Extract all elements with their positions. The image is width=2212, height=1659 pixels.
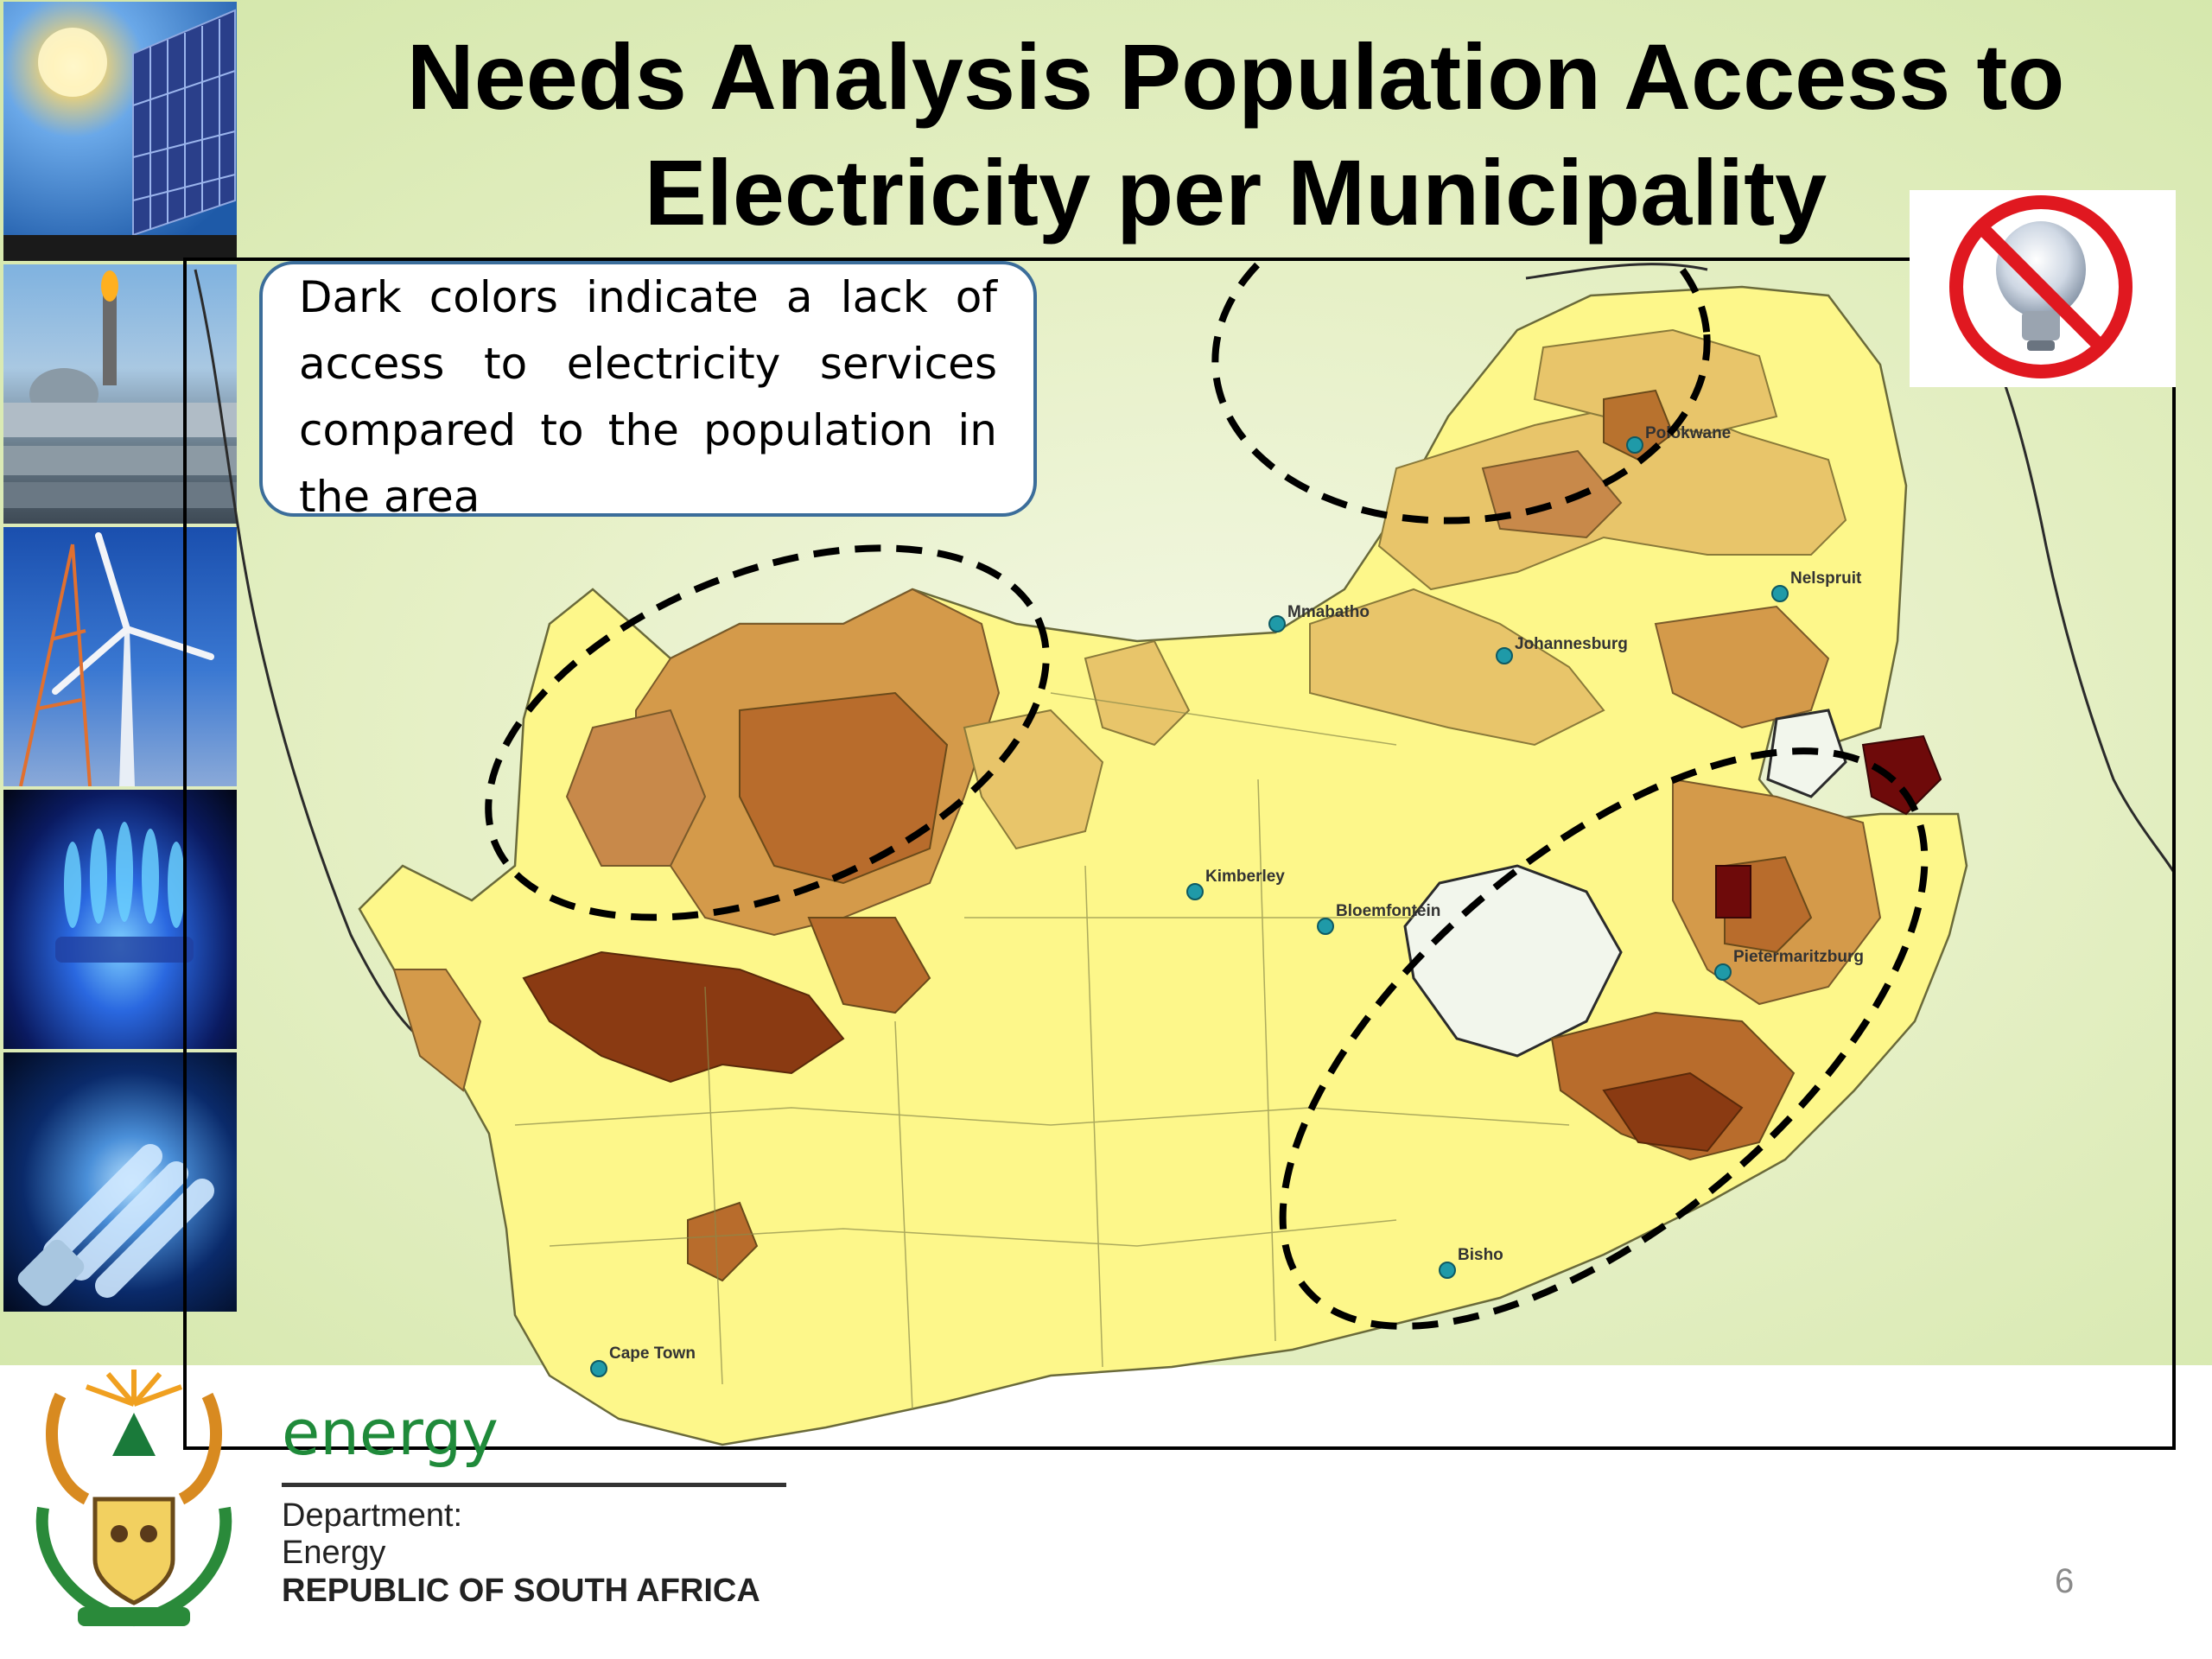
svg-text:Nelspruit: Nelspruit bbox=[1790, 569, 1862, 588]
svg-text:Pietermaritzburg: Pietermaritzburg bbox=[1733, 948, 1864, 966]
svg-text:Kimberley: Kimberley bbox=[1205, 868, 1285, 886]
city-polokwane: Polokwane bbox=[1626, 424, 1731, 454]
city-pietermaritzburg: Pietermaritzburg bbox=[1714, 948, 1864, 981]
gas-pipeline-image bbox=[3, 264, 237, 524]
footer-divider bbox=[282, 1483, 786, 1487]
callout-text: Dark colors indicate a lack of access to… bbox=[299, 272, 997, 522]
energy-image-strip bbox=[0, 0, 238, 1357]
highlight-ellipse-northern-cape bbox=[485, 544, 1050, 921]
gas-flame-image bbox=[3, 790, 237, 1049]
city-johannesburg: Johannesburg bbox=[1496, 635, 1628, 664]
svg-text:Bloemfontein: Bloemfontein bbox=[1336, 902, 1440, 920]
city-bisho: Bisho bbox=[1439, 1246, 1503, 1279]
wind-turbine-image bbox=[3, 527, 237, 787]
solar-panel-image bbox=[3, 2, 237, 261]
legend-callout: Dark colors indicate a lack of access to… bbox=[259, 261, 1037, 522]
svg-text:Johannesburg: Johannesburg bbox=[1515, 635, 1628, 653]
city-bloemfontein: Bloemfontein bbox=[1317, 902, 1440, 935]
south-africa-map: Polokwane Nelspruit Mmabatho Johannesbur… bbox=[194, 261, 2172, 1446]
city-cape-town: Cape Town bbox=[590, 1344, 696, 1377]
energy-brand: energy bbox=[282, 1396, 499, 1469]
svg-text:Bisho: Bisho bbox=[1458, 1246, 1503, 1264]
highlight-ellipse-eastern-cape-kzn bbox=[1279, 747, 1929, 1330]
no-lightbulb-icon bbox=[1910, 190, 2176, 387]
dept-label: Department: bbox=[282, 1497, 463, 1534]
dept-name: Energy bbox=[282, 1535, 386, 1571]
svg-text:Cape Town: Cape Town bbox=[609, 1344, 696, 1363]
highlight-ellipse-limpopo bbox=[1211, 261, 1711, 524]
city-mmabatho: Mmabatho bbox=[1268, 603, 1370, 632]
svg-text:Polokwane: Polokwane bbox=[1645, 424, 1731, 442]
coat-of-arms-icon bbox=[26, 1361, 242, 1633]
page-number: 6 bbox=[2055, 1562, 2075, 1600]
map-frame: Polokwane Nelspruit Mmabatho Johannesbur… bbox=[183, 257, 2176, 1450]
svg-text:Mmabatho: Mmabatho bbox=[1287, 603, 1370, 621]
city-markers: Polokwane Nelspruit Mmabatho Johannesbur… bbox=[590, 424, 1864, 1377]
slide-title: Needs Analysis Population Access to Elec… bbox=[406, 24, 2065, 245]
energy-saving-bulb-image bbox=[3, 1052, 237, 1312]
country-name: REPUBLIC OF SOUTH AFRICA bbox=[282, 1573, 760, 1609]
city-kimberley: Kimberley bbox=[1186, 868, 1285, 900]
city-nelspruit: Nelspruit bbox=[1771, 569, 1862, 602]
